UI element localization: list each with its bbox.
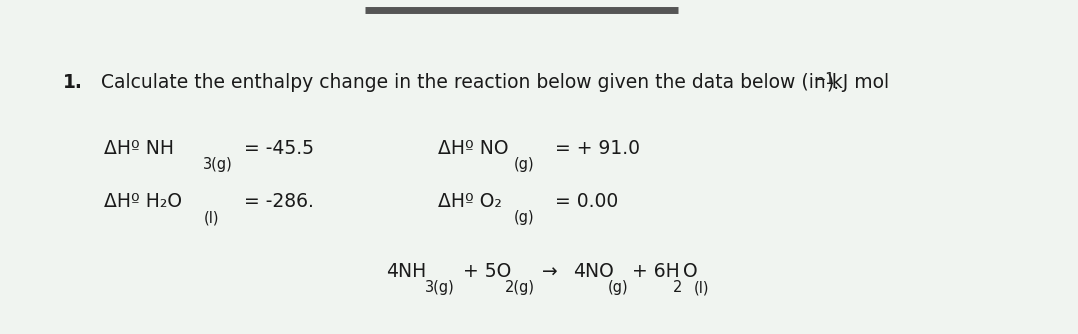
Text: −1: −1 [813,72,834,87]
Text: 2: 2 [674,280,682,295]
Text: 4NO: 4NO [573,262,614,281]
Text: 3(g): 3(g) [204,157,233,172]
Text: ΔHº O₂: ΔHº O₂ [438,192,501,211]
Text: = -45.5: = -45.5 [233,139,315,158]
Text: Calculate the enthalpy change in the reaction below given the data below (in kJ : Calculate the enthalpy change in the rea… [88,73,888,93]
Text: + 5O: + 5O [456,262,511,281]
Text: = -286.: = -286. [233,192,315,211]
Text: ).: ). [827,73,840,93]
Text: (g): (g) [608,280,628,295]
Text: = 0.00: = 0.00 [537,192,618,211]
Text: 3(g): 3(g) [425,280,455,295]
Text: 1.: 1. [63,73,82,93]
Text: (l): (l) [694,280,709,295]
Text: + 6H: + 6H [632,262,679,281]
Text: 2(g): 2(g) [505,280,535,295]
Text: = + 91.0: = + 91.0 [537,139,639,158]
Text: ΔHº H₂O: ΔHº H₂O [105,192,182,211]
Text: (g): (g) [514,157,535,172]
Text: ΔHº NO: ΔHº NO [438,139,508,158]
Text: ΔHº NH: ΔHº NH [105,139,175,158]
Text: (g): (g) [514,210,535,225]
Text: O: O [682,262,697,281]
Text: (l): (l) [204,210,219,225]
Text: 4NH: 4NH [386,262,426,281]
Text: →: → [536,262,564,281]
